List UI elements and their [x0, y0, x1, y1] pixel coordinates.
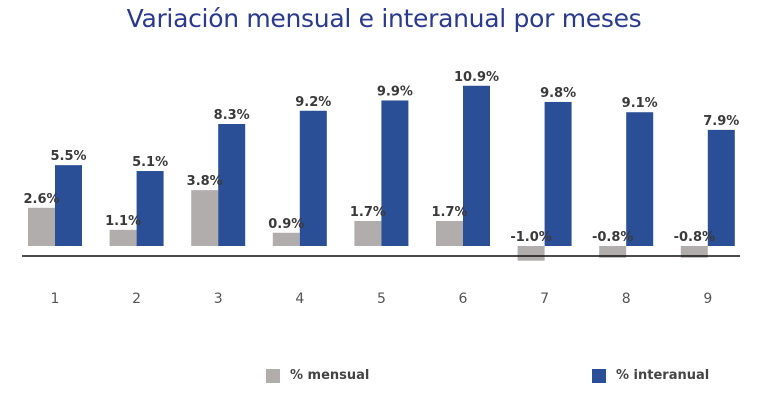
value-label-mensual-3: 3.8%	[187, 174, 223, 189]
bar-mensual-4	[272, 232, 300, 246]
bar-interanual-6	[463, 85, 490, 247]
bar-mensual-2	[109, 229, 137, 246]
value-label-mensual-8: -0.8%	[592, 230, 633, 245]
value-label-mensual-6: 1.7%	[431, 205, 467, 220]
value-label-interanual-2: 5.1%	[132, 155, 168, 170]
x-tick-labels-group: 1 2 3 4 5 6 7 8 9	[51, 291, 713, 307]
value-label-interanual-6: 10.9%	[454, 70, 499, 85]
bar-interanual-5	[381, 100, 409, 246]
legend-swatch-mensual	[266, 368, 280, 383]
value-label-interanual-9: 7.9%	[703, 114, 739, 129]
legend-label-mensual: % mensual	[290, 368, 370, 383]
bar-mensual-6	[436, 221, 463, 246]
value-label-mensual-7: -1.0%	[510, 230, 551, 245]
value-label-interanual-8: 9.1%	[622, 96, 658, 111]
value-label-mensual-9: -0.8%	[674, 230, 715, 245]
value-label-interanual-5: 9.9%	[377, 84, 413, 99]
value-label-interanual-1: 5.5%	[50, 149, 86, 164]
value-label-interanual-4: 9.2%	[295, 95, 331, 110]
bar-mensual-7	[517, 246, 545, 261]
bar-interanual-9	[707, 129, 735, 246]
bar-mensual-1	[28, 207, 55, 246]
chart-title: Variación mensual e interanual por meses	[126, 4, 642, 33]
value-label-mensual-5: 1.7%	[350, 205, 386, 220]
bars-group	[28, 85, 735, 261]
legend-swatch-interanual	[592, 368, 606, 383]
value-label-interanual-7: 9.8%	[540, 86, 576, 101]
bar-interanual-2	[136, 171, 164, 246]
bar-mensual-9	[680, 246, 708, 258]
x-tick-label-3: 3	[214, 291, 223, 307]
value-label-mensual-2: 1.1%	[105, 214, 141, 229]
value-label-interanual-3: 8.3%	[214, 108, 250, 123]
bar-interanual-1	[55, 165, 82, 246]
bar-mensual-5	[354, 221, 382, 246]
x-tick-label-7: 7	[540, 291, 549, 307]
x-tick-label-8: 8	[622, 291, 631, 307]
x-tick-label-1: 1	[51, 291, 60, 307]
x-tick-label-5: 5	[377, 291, 386, 307]
x-tick-label-4: 4	[295, 291, 304, 307]
bar-mensual-3	[191, 190, 219, 246]
legend-item-mensual: % mensual	[266, 368, 369, 383]
bar-interanual-7	[544, 101, 572, 246]
x-tick-label-2: 2	[132, 291, 141, 307]
value-label-mensual-1: 2.6%	[23, 192, 59, 207]
x-tick-label-9: 9	[703, 291, 712, 307]
value-labels-group: 2.6% 5.5% 1.1% 5.1% 3.8% 8.3% 0.9% 9.2% 1.7% 9.9%…	[23, 70, 739, 245]
bar-interanual-4	[299, 110, 327, 246]
bar-interanual-3	[218, 123, 246, 246]
legend-item-interanual: % interanual	[592, 368, 709, 383]
legend-label-interanual: % interanual	[616, 368, 710, 383]
bar-interanual-8	[626, 112, 654, 246]
bar-mensual-8	[599, 246, 627, 258]
value-label-mensual-4: 0.9%	[268, 217, 304, 232]
x-tick-label-6: 6	[459, 291, 468, 307]
